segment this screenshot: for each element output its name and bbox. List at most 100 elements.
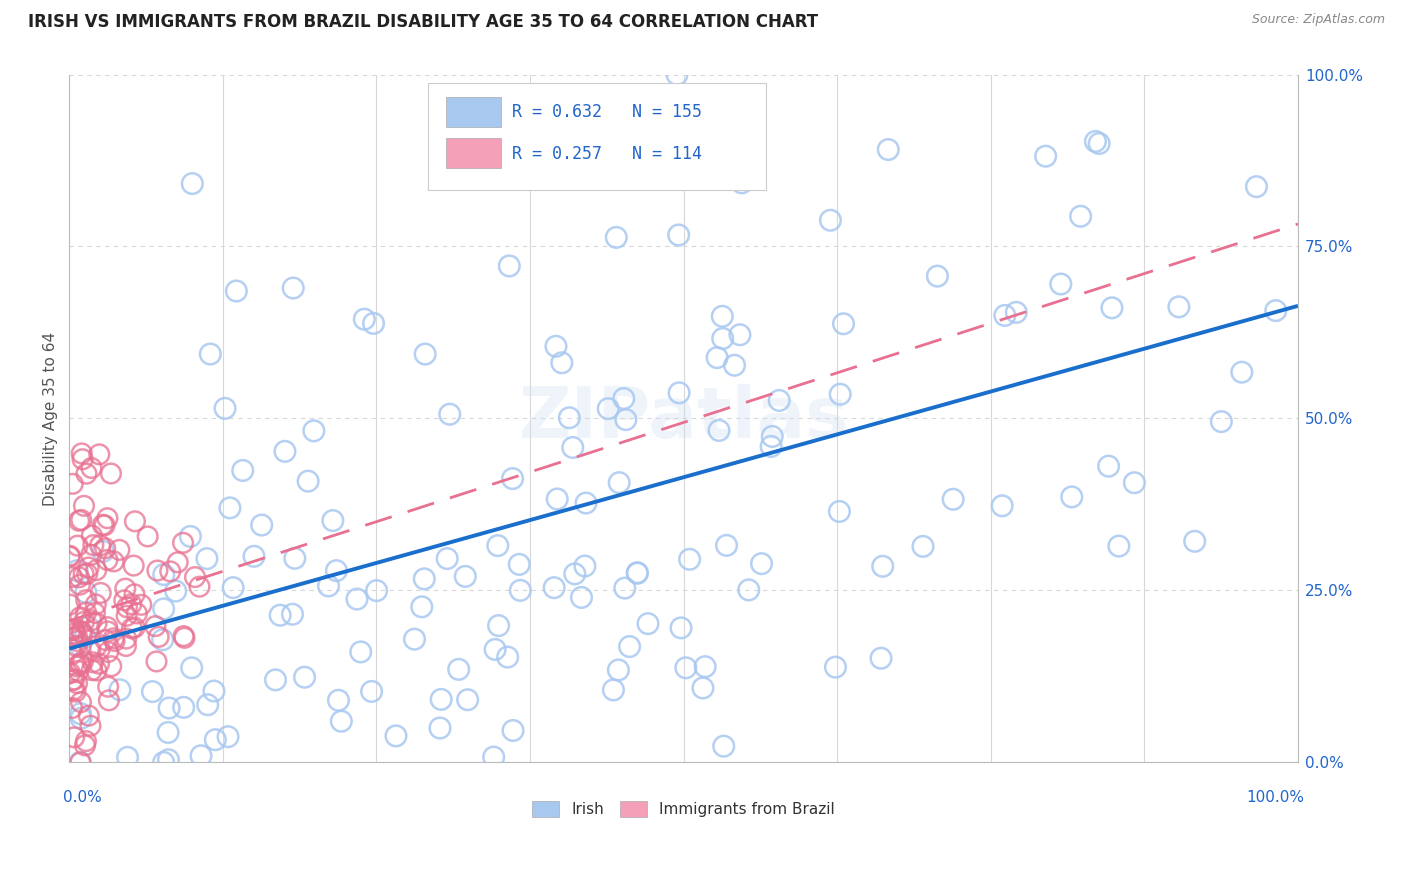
Point [728, 327, 751, 342]
Point [94, 541, 117, 556]
Point [93, 518, 115, 533]
Point [404, 632, 426, 647]
Point [79, 643, 101, 657]
Point [1088, 136, 1111, 151]
Point [666, 68, 689, 82]
Point [124, 514, 146, 528]
Point [994, 309, 1017, 323]
Point [706, 351, 728, 365]
Point [69, 756, 91, 770]
Point [60, 701, 83, 715]
Point [202, 684, 225, 698]
Point [214, 401, 236, 416]
Point [509, 583, 531, 598]
Point [100, 659, 122, 673]
Point [63, 623, 86, 637]
Point [877, 143, 900, 157]
Point [75, 734, 97, 748]
Point [100, 467, 122, 481]
Point [668, 385, 690, 400]
Point [870, 651, 893, 665]
Point [112, 593, 135, 607]
Point [502, 472, 524, 486]
Point [1084, 135, 1107, 149]
Point [219, 500, 242, 515]
Point [695, 659, 717, 673]
Point [598, 401, 620, 416]
Point [607, 663, 630, 677]
Point [613, 581, 636, 595]
Text: 0.0%: 0.0% [63, 790, 101, 805]
Point [66, 634, 89, 648]
Point [66, 629, 89, 643]
Point [269, 608, 291, 623]
Point [152, 567, 174, 582]
Point [96, 553, 118, 567]
Point [157, 725, 180, 739]
Point [108, 682, 131, 697]
Text: IRISH VS IMMIGRANTS FROM BRAZIL DISABILITY AGE 35 TO 64 CORRELATION CHART: IRISH VS IMMIGRANTS FROM BRAZIL DISABILI… [28, 13, 818, 31]
Point [488, 618, 510, 632]
Point [350, 645, 373, 659]
Point [97, 645, 120, 659]
Point [72, 452, 94, 467]
Point [738, 582, 761, 597]
Point [157, 753, 180, 767]
Point [439, 407, 461, 421]
Point [84, 598, 107, 612]
Point [413, 347, 436, 361]
Point [1101, 301, 1123, 315]
Point [723, 358, 745, 372]
FancyBboxPatch shape [427, 84, 766, 190]
Point [325, 564, 347, 578]
Point [124, 620, 146, 634]
Point [250, 518, 273, 533]
Point [59, 598, 82, 612]
Point [91, 544, 114, 558]
Point [540, 108, 562, 122]
Point [75, 606, 97, 620]
Point [942, 492, 965, 507]
Point [157, 701, 180, 715]
Point [62, 476, 84, 491]
Point [87, 657, 110, 671]
Point [482, 750, 505, 764]
Point [204, 732, 226, 747]
Point [602, 682, 624, 697]
Point [69, 756, 91, 770]
Point [360, 684, 382, 698]
Point [190, 748, 212, 763]
Point [675, 661, 697, 675]
Point [80, 548, 103, 562]
Point [67, 570, 90, 584]
Point [97, 680, 120, 694]
Point [97, 693, 120, 707]
Point [607, 475, 630, 490]
Point [73, 499, 96, 513]
Point [751, 557, 773, 571]
Point [63, 673, 86, 687]
Point [65, 684, 87, 698]
Point [94, 632, 117, 647]
Point [571, 591, 593, 605]
Point [564, 566, 586, 581]
Point [115, 639, 138, 653]
Point [264, 673, 287, 687]
Point [60, 570, 83, 584]
Point [91, 517, 114, 532]
Point [66, 659, 89, 673]
Point [284, 551, 307, 566]
Point [117, 750, 139, 764]
Point [77, 560, 100, 574]
Point [669, 621, 692, 635]
Legend: Irish, Immigrants from Brazil: Irish, Immigrants from Brazil [526, 796, 841, 823]
Point [165, 584, 187, 599]
Point [318, 579, 340, 593]
Point [181, 177, 204, 191]
Point [66, 564, 89, 578]
Point [62, 647, 84, 661]
Point [86, 640, 108, 654]
Point [96, 511, 118, 525]
Point [498, 259, 520, 273]
Point [89, 447, 111, 461]
